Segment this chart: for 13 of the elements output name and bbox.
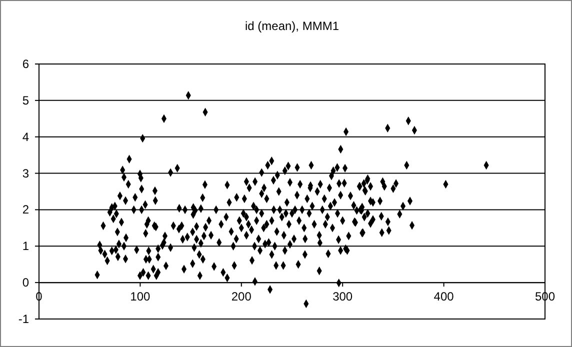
y-tick-label: 6 (22, 57, 30, 71)
y-tick-label: 2 (22, 202, 30, 217)
y-tick-label: 4 (22, 130, 30, 144)
x-tick-label: 400 (434, 290, 454, 304)
y-tick-label: 0 (22, 276, 30, 290)
x-tick-label: 100 (130, 290, 151, 304)
y-tick-label: 3 (22, 166, 30, 180)
chart-title: id (mean), MMM1 (244, 19, 340, 33)
y-tick-label: 1 (22, 239, 30, 254)
y-tick-label: 5 (22, 93, 30, 108)
y-tick-label: -1 (18, 312, 30, 326)
x-tick-label: 300 (332, 290, 353, 304)
x-tick-label: 200 (231, 290, 252, 304)
